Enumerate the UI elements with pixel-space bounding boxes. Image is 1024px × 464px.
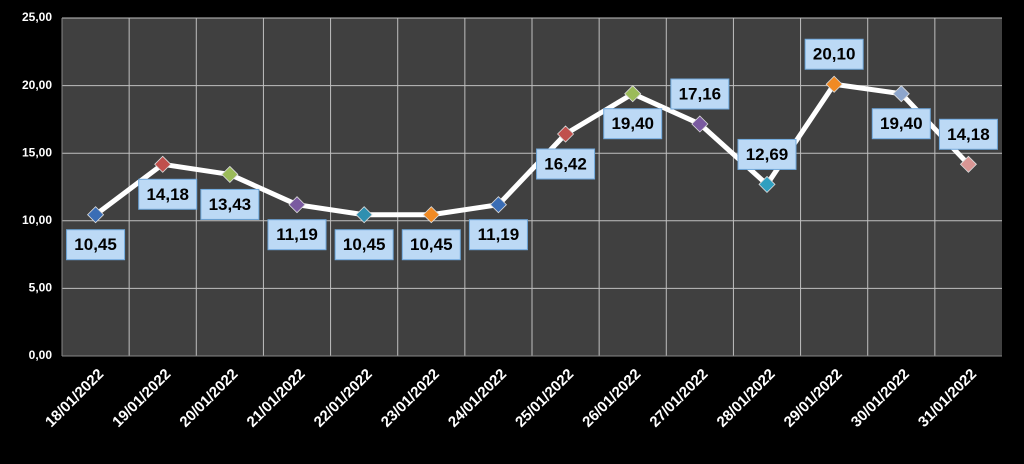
data-label: 12,69	[746, 145, 789, 164]
data-label-box	[267, 219, 327, 251]
data-label-box	[536, 148, 596, 180]
marker	[825, 75, 843, 93]
data-label: 10,45	[74, 235, 117, 254]
marker	[557, 125, 575, 143]
data-label-box	[737, 138, 797, 170]
data-label-box	[200, 188, 260, 220]
marker	[87, 206, 105, 224]
y-tick-label: 25,00	[22, 10, 52, 24]
data-label: 10,45	[410, 235, 453, 254]
data-label-box	[938, 118, 998, 150]
marker	[355, 206, 373, 224]
data-label-box	[138, 178, 198, 210]
marker	[624, 85, 642, 103]
data-label: 13,43	[209, 195, 252, 214]
marker	[288, 196, 306, 214]
data-label-box	[334, 229, 394, 261]
y-tick-label: 5,00	[29, 281, 53, 295]
data-label: 10,45	[343, 235, 386, 254]
marker	[691, 115, 709, 133]
marker	[422, 206, 440, 224]
data-label-box	[468, 219, 528, 251]
marker	[221, 165, 239, 183]
data-label: 19,40	[880, 114, 923, 133]
marker	[959, 155, 977, 173]
data-label: 14,18	[146, 185, 189, 204]
y-tick-label: 20,00	[22, 78, 52, 92]
marker	[758, 175, 776, 193]
data-label: 17,16	[679, 84, 722, 103]
y-tick-label: 10,00	[22, 213, 52, 227]
y-tick-label: 15,00	[22, 145, 52, 159]
y-tick-label: 0,00	[29, 348, 53, 362]
data-label: 19,40	[611, 114, 654, 133]
data-label-box	[670, 78, 730, 110]
data-label: 20,10	[813, 45, 856, 64]
data-label: 11,19	[478, 225, 520, 244]
marker	[489, 196, 507, 214]
data-label: 14,18	[947, 125, 990, 144]
data-label: 16,42	[544, 154, 587, 173]
data-label: 11,19	[276, 225, 318, 244]
data-label-box	[804, 38, 864, 70]
data-label-box	[401, 229, 461, 261]
marker	[892, 85, 910, 103]
data-label-box	[603, 108, 663, 140]
data-label-box	[66, 229, 126, 261]
line	[94, 81, 971, 218]
data-label-box	[871, 108, 931, 140]
marker	[154, 155, 172, 173]
